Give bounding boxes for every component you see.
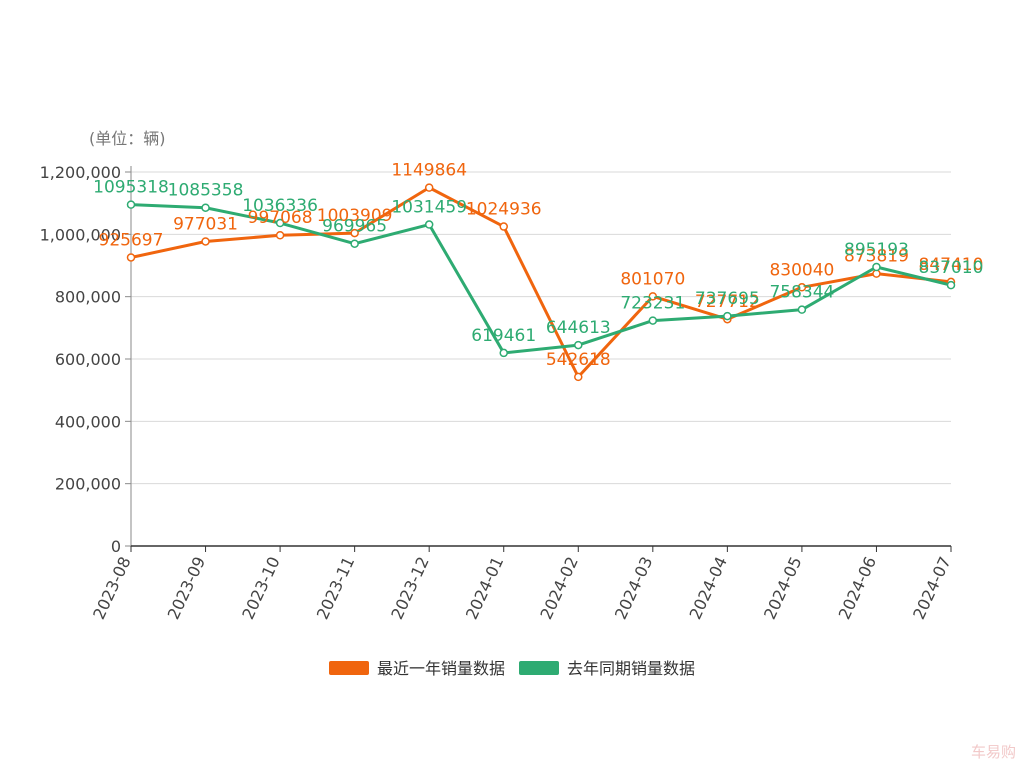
data-label: 737695 bbox=[695, 289, 760, 309]
legend-swatch-1 bbox=[329, 661, 369, 675]
data-label: 830040 bbox=[769, 260, 834, 280]
y-tick-label: 600,000 bbox=[55, 350, 121, 369]
x-tick-label: 2023-11 bbox=[313, 554, 358, 623]
x-tick-label: 2024-01 bbox=[462, 554, 507, 623]
data-label: 1036336 bbox=[242, 196, 318, 216]
data-point bbox=[202, 204, 209, 211]
y-tick-label: 800,000 bbox=[55, 288, 121, 307]
data-point bbox=[948, 282, 955, 289]
data-point bbox=[500, 223, 507, 230]
data-label: 1095318 bbox=[93, 178, 169, 198]
data-label: 619461 bbox=[471, 326, 536, 346]
legend-label-2: 去年同期销量数据 bbox=[567, 659, 695, 678]
data-label: 801070 bbox=[620, 269, 685, 289]
data-point bbox=[426, 184, 433, 191]
data-point bbox=[351, 240, 358, 247]
data-point bbox=[277, 232, 284, 239]
x-tick-label: 2024-05 bbox=[760, 554, 805, 623]
x-tick-label: 2024-04 bbox=[686, 554, 731, 623]
data-label: 1024936 bbox=[466, 200, 542, 220]
data-point bbox=[128, 254, 135, 261]
data-label: 969965 bbox=[322, 217, 387, 237]
x-tick-label: 2024-07 bbox=[909, 554, 954, 623]
data-label: 837010 bbox=[919, 258, 984, 278]
data-point bbox=[426, 221, 433, 228]
legend-swatch-2 bbox=[519, 661, 559, 675]
data-label: 758344 bbox=[769, 283, 834, 303]
data-point bbox=[575, 373, 582, 380]
data-point bbox=[724, 313, 731, 320]
x-tick-label: 2023-08 bbox=[89, 554, 134, 623]
x-tick-label: 2024-06 bbox=[835, 554, 880, 623]
data-label: 925697 bbox=[99, 230, 164, 250]
data-label: 723231 bbox=[620, 294, 685, 314]
data-label: 1149864 bbox=[391, 161, 467, 181]
data-point bbox=[798, 306, 805, 313]
data-label: 1085358 bbox=[168, 181, 244, 201]
x-tick-label: 2023-12 bbox=[387, 554, 432, 623]
data-label: 1031459 bbox=[391, 198, 467, 218]
x-tick-label: 2024-02 bbox=[536, 554, 581, 623]
y-tick-label: 400,000 bbox=[55, 412, 121, 431]
x-tick-label: 2023-09 bbox=[164, 554, 209, 623]
data-label: 644613 bbox=[546, 318, 611, 338]
data-point bbox=[128, 201, 135, 208]
data-label: 895193 bbox=[844, 240, 909, 260]
x-tick-label: 2024-03 bbox=[611, 554, 656, 623]
y-tick-label: 200,000 bbox=[55, 475, 121, 494]
data-label: 977031 bbox=[173, 214, 238, 234]
x-tick-label: 2023-10 bbox=[238, 554, 283, 623]
legend-label-1: 最近一年销量数据 bbox=[377, 659, 505, 678]
data-point bbox=[575, 342, 582, 349]
data-point bbox=[500, 349, 507, 356]
data-label: 542618 bbox=[546, 350, 611, 370]
unit-label: (单位：辆) bbox=[89, 129, 166, 148]
watermark: 车易购 bbox=[971, 741, 1016, 762]
data-point bbox=[649, 317, 656, 324]
y-tick-label: 0 bbox=[111, 537, 121, 556]
data-point bbox=[202, 238, 209, 245]
